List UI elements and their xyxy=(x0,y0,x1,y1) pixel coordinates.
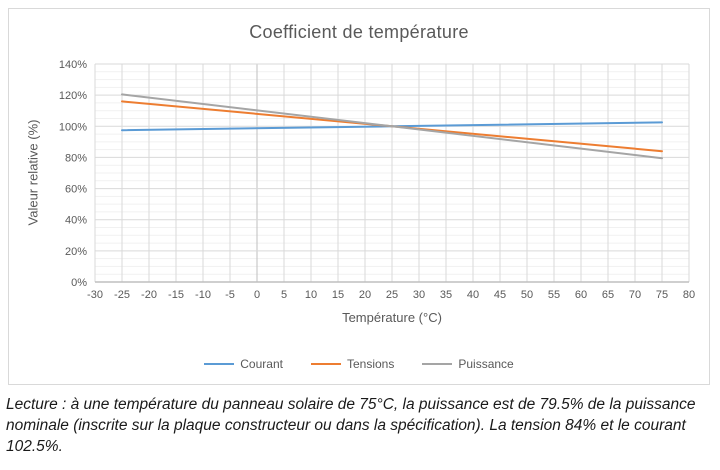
x-tick-label: -15 xyxy=(168,289,184,301)
x-tick-label: 25 xyxy=(386,289,398,301)
y-tick-label: 40% xyxy=(65,215,87,227)
x-axis-title: Température (°C) xyxy=(342,310,442,325)
x-tick-label: 70 xyxy=(629,289,641,301)
y-tick-label: 120% xyxy=(59,90,87,102)
legend: Courant Tensions Puissance xyxy=(9,357,709,371)
x-tick-label: -30 xyxy=(87,289,103,301)
x-tick-label: 55 xyxy=(548,289,560,301)
chart-title: Coefficient de température xyxy=(249,22,469,42)
y-tick-label: 60% xyxy=(65,184,87,196)
legend-item-puissance: Puissance xyxy=(422,357,514,371)
x-tick-label: 50 xyxy=(521,289,533,301)
x-tick-label: 0 xyxy=(254,289,260,301)
y-tick-label: 100% xyxy=(59,121,87,133)
y-tick-label: 20% xyxy=(65,246,87,258)
y-axis-title: Valeur relative (%) xyxy=(25,119,41,226)
legend-item-tensions: Tensions xyxy=(310,357,395,371)
x-tick-label: 10 xyxy=(305,289,317,301)
x-tick-label: -20 xyxy=(141,289,157,301)
x-tick-label: 5 xyxy=(281,289,287,301)
legend-item-courant: Courant xyxy=(204,357,283,371)
x-tick-label: 20 xyxy=(359,289,371,301)
plot-area: -30 -25 -20 -15 -10 -5 0 5 10 15 20 25 30 35 40 45 50 55 6… xyxy=(59,59,695,301)
series-line-puissance xyxy=(121,93,663,160)
x-tick-label: -5 xyxy=(225,289,235,301)
y-tick-label: 140% xyxy=(59,59,87,71)
x-tick-label: 40 xyxy=(467,289,479,301)
x-tick-label: 35 xyxy=(440,289,452,301)
x-tick-label: -10 xyxy=(195,289,211,301)
x-tick-label: 60 xyxy=(575,289,587,301)
x-tick-label: 65 xyxy=(602,289,614,301)
x-tick-label: 80 xyxy=(683,289,695,301)
legend-label: Puissance xyxy=(458,357,514,371)
chart-card: Coefficient de température -30 -25 -20 -15-… xyxy=(8,8,710,385)
legend-line-icon xyxy=(422,363,453,365)
legend-label: Courant xyxy=(240,357,283,371)
y-tick-label: 80% xyxy=(65,152,87,164)
legend-label: Tensions xyxy=(346,357,395,371)
caption-text: Lecture : à une température du panneau s… xyxy=(6,396,696,455)
x-tick-label: 30 xyxy=(413,289,425,301)
x-tick-label: 45 xyxy=(494,289,506,301)
x-tick-label: 15 xyxy=(332,289,344,301)
x-tick-label: -25 xyxy=(114,289,130,301)
x-tick-label: 75 xyxy=(656,289,668,301)
legend-line-icon xyxy=(310,363,341,365)
y-tick-label: 0% xyxy=(71,277,87,289)
legend-line-icon xyxy=(204,363,235,365)
